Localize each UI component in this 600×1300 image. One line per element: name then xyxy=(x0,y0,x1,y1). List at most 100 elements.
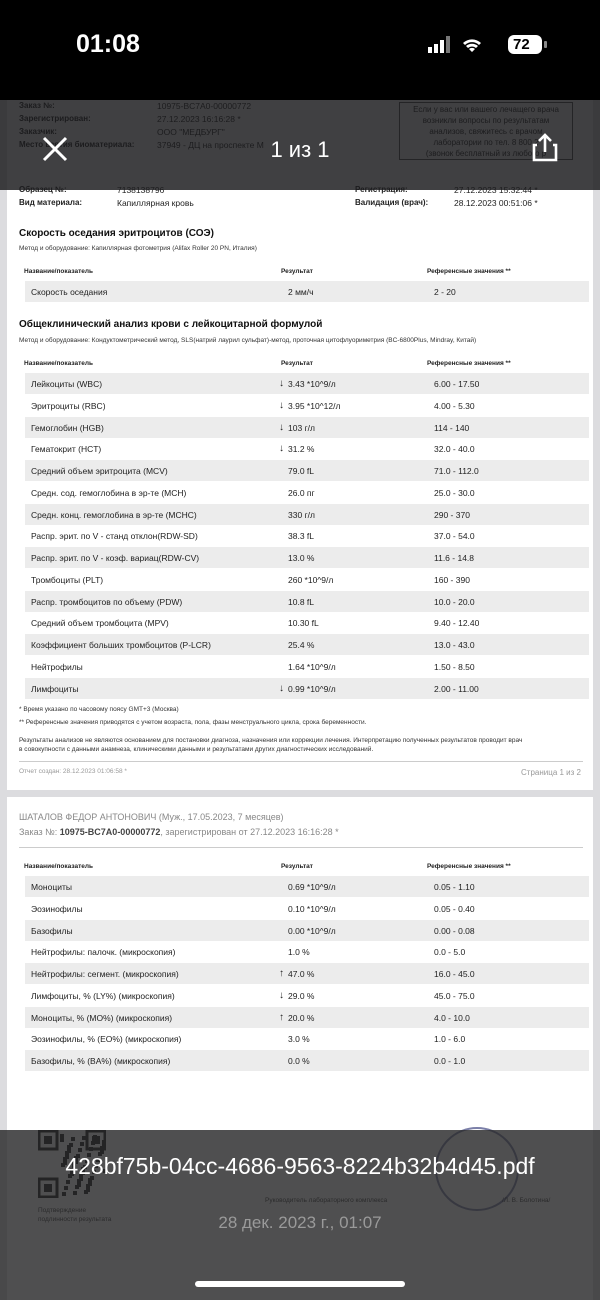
separator xyxy=(19,847,583,848)
reference-range: 6.00 - 17.50 xyxy=(434,379,480,389)
section-title: Общеклинический анализ крови с лейкоцита… xyxy=(19,319,323,330)
reference-range: 11.6 - 14.8 xyxy=(434,553,475,563)
sample-value: 7138138796 xyxy=(117,185,165,195)
test-name: Скорость оседания xyxy=(31,287,108,297)
patient: ШАТАЛОВ ФЕДОР АНТОНОВИЧ (Муж., 17.05.202… xyxy=(19,812,284,822)
viewer-toolbar: 1 из 1 xyxy=(0,100,600,190)
test-result: 0.0 % xyxy=(288,1056,310,1066)
order-part: 10975-BC7A0-00000772 xyxy=(59,827,161,837)
flag: ↓ xyxy=(279,421,284,433)
close-button[interactable] xyxy=(42,136,68,162)
test-name: Моноциты, % (MO%) (микроскопия) xyxy=(31,1012,173,1023)
result-row: Базофилы, % (BA%) (микроскопия) 0.0 % 0.0 … xyxy=(25,1050,589,1071)
test-name: Лимфоциты, % (LY%) (микроскопия) xyxy=(31,990,175,1001)
reference-range: 1.0 - 6.0 xyxy=(434,1034,466,1045)
test-name: Гемоглобин (HGB) xyxy=(31,422,104,433)
page-number: Страница 1 из 2 xyxy=(521,768,581,777)
column-header: Результат xyxy=(281,863,313,870)
reference-range: 2.00 - 11.00 xyxy=(434,683,479,694)
result-row: Эозинофилы, % (EO%) (микроскопия) 3.0 % 1.… xyxy=(25,1028,589,1049)
reference-range: 9.40 - 12.40 xyxy=(434,618,480,629)
test-result: 103 г/л xyxy=(288,422,315,433)
result-row: Лимфоциты, % (LY%) (микроскопия) ↓ 29.0 % 4… xyxy=(25,985,589,1006)
reference-range: 0.00 - 0.08 xyxy=(434,925,475,936)
sample-value: Капиллярная кровь xyxy=(117,198,194,208)
filename: 428bf75b-04cc-4686-9563-8224b32b4d45.pdf xyxy=(65,1153,535,1179)
reference-range: 0.0 - 1.0 xyxy=(434,1056,466,1066)
test-result: 31.2 % xyxy=(288,444,315,455)
test-result: 25.4 % xyxy=(288,640,315,650)
reference-range: 0.0 - 5.0 xyxy=(434,947,466,958)
method: Метод и оборудование: Кондуктометрически… xyxy=(19,337,477,344)
test-result: 10.8 fL xyxy=(288,596,314,607)
reference-range: 0.05 - 0.40 xyxy=(434,903,475,914)
result-row: Средний объем эритроцита (MCV) 79.0 fL 71.… xyxy=(25,460,589,481)
result-row: Распр. эрит. по V - станд отклон(RDW-SD)… xyxy=(25,525,589,546)
test-name: Базофилы xyxy=(31,925,73,936)
reference-range: 13.0 - 43.0 xyxy=(434,640,475,650)
test-result: 0.00 *10^9/л xyxy=(288,925,336,936)
date-label: Валидация (врач): xyxy=(355,198,429,207)
test-name: Нейтрофилы: сегмент. (микроскопия) xyxy=(31,969,179,979)
reference-range: 71.0 - 112.0 xyxy=(434,466,479,476)
reference-range: 290 - 370 xyxy=(434,509,470,520)
reference-range: 25.0 - 30.0 xyxy=(434,487,475,498)
flag: ↓ xyxy=(279,682,284,694)
result-row: Моноциты 0.69 *10^9/л 0.05 - 1.10 xyxy=(25,876,589,897)
share-button[interactable] xyxy=(532,132,558,162)
column-header: Референсные значения ** xyxy=(427,863,511,870)
test-result: 0.10 *10^9/л xyxy=(288,903,336,914)
test-result: 29.0 % xyxy=(288,990,315,1001)
reference-range: 2 - 20 xyxy=(434,287,456,297)
disclaimer: в совокупности с данными анамнеза, клини… xyxy=(19,746,374,753)
result-row: Лейкоциты (WBC) ↓ 3.43 *10^9/л 6.00 - 17.50 xyxy=(25,373,589,394)
test-name: Лейкоциты (WBC) xyxy=(31,379,103,389)
result-row: Лимфоциты ↓ 0.99 *10^9/л 2.00 - 11.00 xyxy=(25,677,589,699)
reference-range: 45.0 - 75.0 xyxy=(434,990,475,1001)
test-result: 0.69 *10^9/л xyxy=(288,882,336,892)
test-result: 79.0 fL xyxy=(288,466,314,476)
flag: ↓ xyxy=(279,989,284,1001)
test-result: 1.0 % xyxy=(288,947,310,958)
reference-range: 0.05 - 1.10 xyxy=(434,882,475,892)
order-part: , зарегистрирован от 27.12.2023 16:16:28… xyxy=(160,827,339,837)
column-header: Название/показатель xyxy=(24,360,94,367)
pdf-page-1: Заказ №:10975-BC7A0-00000772Зарегистриро… xyxy=(7,100,593,790)
sample-label: Вид материала: xyxy=(19,198,83,207)
test-result: 0.99 *10^9/л xyxy=(288,683,336,694)
result-row: Средн. конц. гемоглобина в эр-те (MCHC) 3… xyxy=(25,503,589,525)
test-name: Средн. сод. гемоглобина в эр-те (MCH) xyxy=(31,487,187,498)
test-name: Коэффициент больших тромбоцитов (P-LCR) xyxy=(31,640,211,650)
column-header: Название/показатель xyxy=(24,268,94,275)
column-header: Референсные значения ** xyxy=(427,268,511,275)
test-result: 38.3 fL xyxy=(288,531,314,542)
result-row: Базофилы 0.00 *10^9/л 0.00 - 0.08 xyxy=(25,919,589,941)
test-name: Распр. эрит. по V - коэф. вариац(RDW-CV) xyxy=(31,553,200,563)
test-name: Лимфоциты xyxy=(31,683,79,694)
test-name: Тромбоциты (PLT) xyxy=(31,574,104,585)
reference-range: 10.0 - 20.0 xyxy=(434,596,475,607)
test-name: Распр. эрит. по V - станд отклон(RDW-SD) xyxy=(31,531,198,542)
flag: ↓ xyxy=(279,399,284,411)
footnote: * Время указано по часовому поясу GMT+3 … xyxy=(19,706,179,713)
result-row: Нейтрофилы: сегмент. (микроскопия) ↑ 47.0 … xyxy=(25,963,589,984)
test-result: 330 г/л xyxy=(288,509,315,520)
report-created: Отчет создан: 28.12.2023 01:06:58 * xyxy=(19,768,127,775)
file-info-bar: 428bf75b-04cc-4686-9563-8224b32b4d45.pdf… xyxy=(0,1130,600,1300)
status-icons xyxy=(428,35,547,54)
result-row: Эозинофилы 0.10 *10^9/л 0.05 - 0.40 xyxy=(25,898,589,919)
test-result: 13.0 % xyxy=(288,553,315,563)
page-counter: 1 из 1 xyxy=(270,137,330,162)
result-row: Эритроциты (RBC) ↓ 3.95 *10^12/л 4.00 - 5.3… xyxy=(25,395,589,416)
flag: ↓ xyxy=(279,443,284,455)
footnote: ** Референсные значения приводятся с уче… xyxy=(19,719,367,726)
test-name: Средний объем тромбоцита (MPV) xyxy=(31,618,169,629)
disclaimer: Результаты анализов не являются основани… xyxy=(19,737,523,744)
result-row: Распр. тромбоцитов по объему (PDW) 10.8 f… xyxy=(25,590,589,612)
result-row: Гемоглобин (HGB) ↓ 103 г/л 114 - 140 xyxy=(25,416,589,438)
test-result: 26.0 пг xyxy=(288,487,315,498)
test-result: 2 мм/ч xyxy=(288,287,314,297)
reference-range: 32.0 - 40.0 xyxy=(434,444,475,455)
test-name: Эозинофилы, % (EO%) (микроскопия) xyxy=(31,1034,182,1045)
